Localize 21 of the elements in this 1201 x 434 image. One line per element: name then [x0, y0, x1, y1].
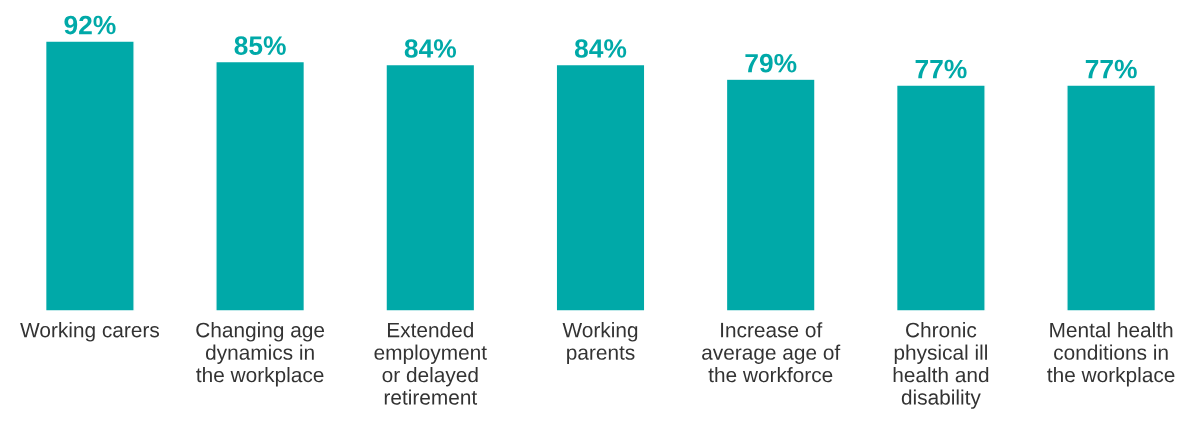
data-label: 84%	[404, 39, 457, 58]
x-tick-label: Changing age dynamics in the workplace	[196, 322, 325, 387]
x-tick-label: Increase of average age of the workforce	[702, 322, 841, 383]
data-label: 79%	[745, 53, 797, 73]
data-label: 77%	[915, 59, 967, 79]
bar	[215, 60, 306, 311]
x-tick-label: Chronic physical ill health and disability	[893, 322, 989, 409]
bar	[555, 63, 646, 311]
x-tick-label: Extended employment or delayed retirement	[374, 322, 487, 405]
data-label: 77%	[1085, 59, 1137, 79]
bar	[895, 84, 986, 311]
bar	[385, 63, 476, 311]
bar	[44, 40, 135, 311]
x-tick-label: Mental health conditions in the workplace	[1047, 322, 1175, 387]
x-tick-label: Working parents	[562, 322, 638, 364]
data-label: 92%	[64, 15, 116, 35]
bar	[1066, 84, 1157, 311]
data-label: 85%	[234, 36, 286, 55]
data-label: 84%	[574, 39, 627, 58]
bar	[725, 78, 816, 311]
x-tick-label: Working carers	[20, 322, 160, 342]
